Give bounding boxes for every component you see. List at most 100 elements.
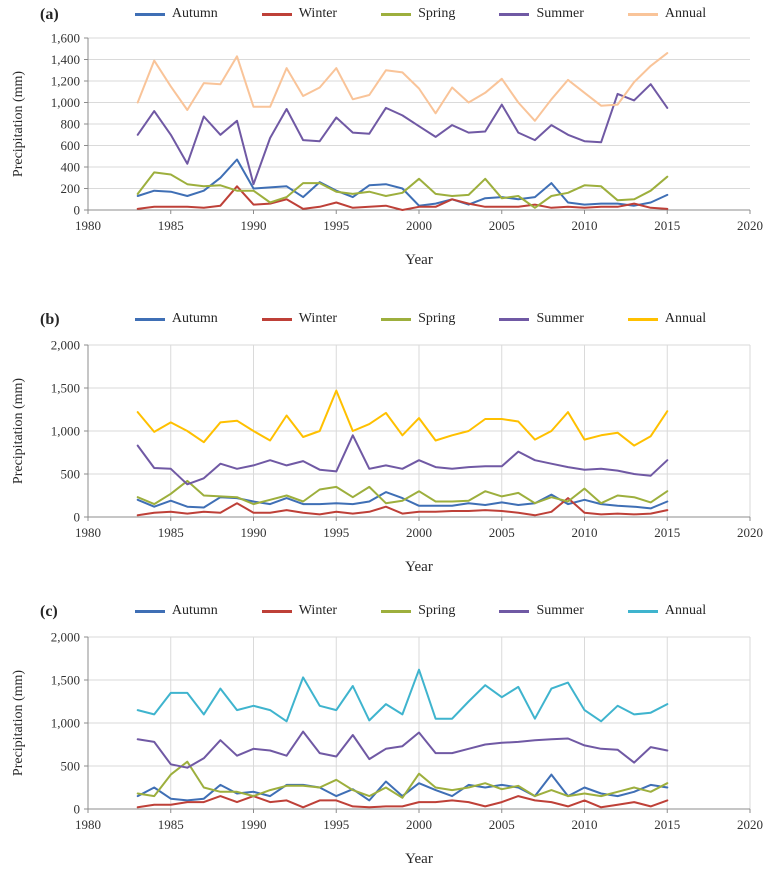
legend-line-swatch — [627, 317, 658, 321]
legend-label: Winter — [298, 6, 338, 21]
legend-item-spring: Spring — [381, 6, 455, 22]
x-tick-label: 2010 — [572, 817, 598, 832]
legend-label: Summer — [536, 603, 584, 618]
legend-item-annual: Annual — [627, 311, 707, 327]
panel-b-chart: Precipitation (mm) 1980 1985 1990 1995 2000 2… — [11, 339, 763, 540]
legend-label: Winter — [298, 311, 338, 326]
x-tick-label: 1985 — [158, 525, 184, 540]
x-tick-label: 1995 — [323, 218, 349, 233]
x-tick-label: 2020 — [737, 817, 763, 832]
series-line-summer — [136, 730, 669, 769]
legend-item-summer: Summer — [499, 311, 584, 327]
x-tick-label: 2005 — [489, 525, 515, 540]
legend-line-swatch — [261, 317, 292, 321]
panel-b: (b) Autumn Winter Spring Summer Annual Preci… — [0, 287, 771, 585]
legend-label: Winter — [298, 603, 338, 618]
panel-c-chart: Precipitation (mm) 1980 1985 1990 1995 2000 2… — [11, 631, 763, 832]
y-tick-label: 1,500 — [51, 673, 80, 688]
y-tick-label: 1,000 — [51, 424, 80, 439]
legend-line-swatch — [499, 317, 530, 321]
x-tick-label: 2000 — [406, 525, 432, 540]
y-tick-label: 1,400 — [51, 52, 80, 67]
legend-label: Summer — [536, 6, 584, 21]
series-line-winter — [136, 497, 669, 517]
y-tick-label: 1,200 — [51, 74, 80, 89]
y-tick-label: 500 — [61, 467, 81, 482]
y-tick-label: 0 — [74, 203, 81, 218]
x-tick-label: 1990 — [241, 817, 267, 832]
legend-label: Autumn — [171, 311, 218, 326]
x-tick-label: 1990 — [241, 525, 267, 540]
y-tick-label: 2,000 — [51, 631, 80, 645]
x-axis-title: Year — [405, 851, 433, 867]
legend-line-swatch — [499, 12, 530, 16]
series-line-summer — [136, 83, 669, 186]
series-line-annual — [136, 668, 669, 723]
x-tick-label: 2005 — [489, 218, 515, 233]
series-line-autumn — [136, 158, 669, 207]
y-tick-label: 2,000 — [51, 339, 80, 353]
x-tick-label: 2010 — [572, 218, 598, 233]
panel-a-legend: Autumn Winter Spring Summer Annual — [80, 6, 761, 22]
y-tick-label: 800 — [61, 117, 81, 132]
legend-item-autumn: Autumn — [134, 603, 218, 619]
x-tick-label: 1980 — [75, 218, 101, 233]
y-tick-label: 200 — [61, 181, 81, 196]
panel-c-legend: Autumn Winter Spring Summer Annual — [80, 603, 761, 619]
legend-item-autumn: Autumn — [134, 311, 218, 327]
x-tick-label: 2005 — [489, 817, 515, 832]
legend-label: Spring — [418, 603, 456, 618]
x-axis-title: Year — [405, 252, 433, 268]
x-tick-label: 2015 — [654, 817, 680, 832]
panel-a: (a) Autumn Winter Spring Summer Annual Preci… — [0, 0, 771, 287]
legend-line-swatch — [381, 317, 412, 321]
x-tick-label: 1980 — [75, 525, 101, 540]
y-axis-title: Precipitation (mm) — [11, 71, 26, 177]
x-tick-label: 2000 — [406, 817, 432, 832]
panel-b-label: (b) — [40, 311, 60, 328]
legend-label: Autumn — [171, 603, 218, 618]
legend-item-autumn: Autumn — [134, 6, 218, 22]
series-line-spring — [136, 760, 669, 799]
legend-item-summer: Summer — [499, 603, 584, 619]
legend-line-swatch — [134, 12, 165, 16]
legend-item-winter: Winter — [261, 6, 338, 22]
series-line-annual — [136, 389, 669, 447]
legend-label: Annual — [664, 311, 707, 326]
y-tick-label: 1,000 — [51, 95, 80, 110]
y-tick-label: 400 — [61, 160, 81, 175]
x-tick-label: 1990 — [241, 218, 267, 233]
panel-c: (c) Autumn Winter Spring Summer Annual Preci… — [0, 585, 771, 880]
legend-line-swatch — [134, 609, 165, 613]
panel-a-label: (a) — [40, 6, 59, 23]
legend-item-spring: Spring — [381, 603, 455, 619]
x-tick-label: 2020 — [737, 218, 763, 233]
legend-item-winter: Winter — [261, 603, 338, 619]
legend-item-spring: Spring — [381, 311, 455, 327]
series-line-annual — [136, 52, 669, 122]
series-line-winter — [136, 185, 669, 211]
legend-line-swatch — [381, 609, 412, 613]
x-tick-label: 2015 — [654, 525, 680, 540]
series-line-winter — [136, 795, 669, 809]
y-axis-title: Precipitation (mm) — [11, 670, 26, 776]
x-tick-label: 1985 — [158, 218, 184, 233]
legend-item-annual: Annual — [627, 603, 706, 619]
legend-line-swatch — [627, 12, 658, 16]
x-tick-label: 2000 — [406, 218, 432, 233]
series-line-spring — [136, 479, 669, 506]
x-tick-label: 1995 — [323, 817, 349, 832]
y-tick-label: 0 — [74, 802, 81, 817]
x-tick-label: 1980 — [75, 817, 101, 832]
x-tick-label: 1985 — [158, 817, 184, 832]
y-tick-label: 0 — [74, 510, 81, 525]
y-tick-label: 500 — [61, 759, 81, 774]
x-tick-label: 2010 — [572, 525, 598, 540]
legend-label: Summer — [536, 311, 584, 326]
legend-line-swatch — [261, 12, 292, 16]
legend-line-swatch — [261, 609, 292, 613]
legend-item-annual: Annual — [627, 6, 706, 22]
legend-line-swatch — [499, 609, 530, 613]
y-axis-title: Precipitation (mm) — [11, 378, 26, 484]
